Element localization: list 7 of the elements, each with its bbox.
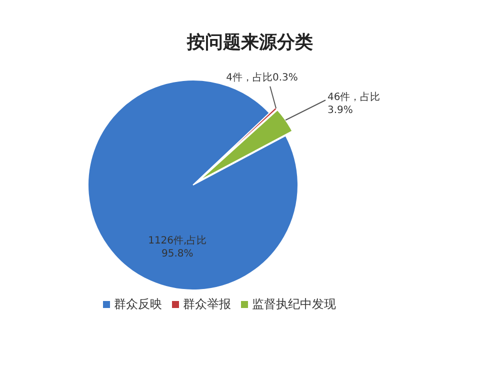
legend-label: 监督执纪中发现 bbox=[252, 297, 336, 311]
data-label: 46件，占比 3.9% bbox=[328, 91, 380, 116]
data-label: 4件，占比0.3% bbox=[226, 71, 298, 84]
legend-label: 群众举报 bbox=[183, 297, 231, 311]
legend-label: 群众反映 bbox=[114, 297, 162, 311]
chart-title: 按问题来源分类 bbox=[186, 31, 314, 55]
data-label: 1126件,占比 95.8% bbox=[148, 234, 207, 260]
